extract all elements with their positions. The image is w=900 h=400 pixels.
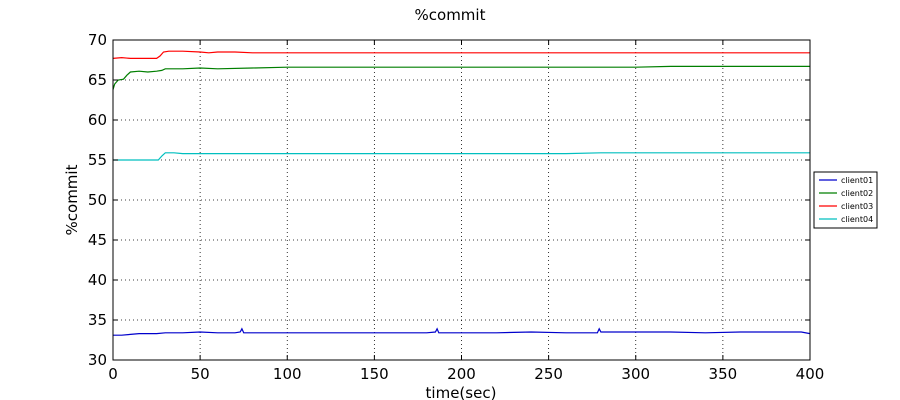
legend-label: client03 bbox=[841, 202, 873, 211]
grid bbox=[113, 40, 810, 360]
x-tick-label: 50 bbox=[191, 365, 210, 383]
legend-label: client04 bbox=[841, 215, 873, 224]
y-tick-label: 40 bbox=[88, 271, 107, 289]
x-tick-label: 300 bbox=[621, 365, 650, 383]
x-tick-label: 200 bbox=[447, 365, 476, 383]
series-line-client02 bbox=[112, 65, 810, 90]
y-tick-label: 45 bbox=[88, 231, 107, 249]
legend-label: client01 bbox=[841, 176, 873, 185]
y-tick-label: 70 bbox=[88, 31, 107, 49]
series-line-client01 bbox=[113, 327, 811, 336]
axis-ticks: 0 50 100 150 200 250 300 350 400 30 35 40 45 50 55 60 65… bbox=[88, 31, 824, 383]
x-tick-label: 100 bbox=[273, 365, 302, 383]
chart-title: %commit bbox=[415, 6, 486, 24]
series-line-client03 bbox=[112, 50, 810, 59]
y-axis-label: %commit bbox=[63, 164, 81, 235]
x-axis-label: time(sec) bbox=[426, 384, 497, 400]
x-tick-label: 400 bbox=[796, 365, 825, 383]
x-tick-label: 250 bbox=[534, 365, 563, 383]
y-tick-label: 65 bbox=[88, 71, 107, 89]
x-tick-label: 350 bbox=[709, 365, 738, 383]
y-tick-label: 60 bbox=[88, 111, 107, 129]
y-tick-label: 35 bbox=[88, 311, 107, 329]
y-tick-label: 50 bbox=[88, 191, 107, 209]
series-line-client04 bbox=[113, 152, 810, 161]
series-lines bbox=[112, 50, 811, 336]
y-tick-label: 55 bbox=[88, 151, 107, 169]
x-tick-label: 0 bbox=[108, 365, 118, 383]
legend: client01 client02 client03 client04 bbox=[813, 171, 878, 229]
y-tick-label: 30 bbox=[88, 351, 107, 369]
legend-label: client02 bbox=[841, 189, 873, 198]
x-tick-label: 150 bbox=[360, 365, 389, 383]
